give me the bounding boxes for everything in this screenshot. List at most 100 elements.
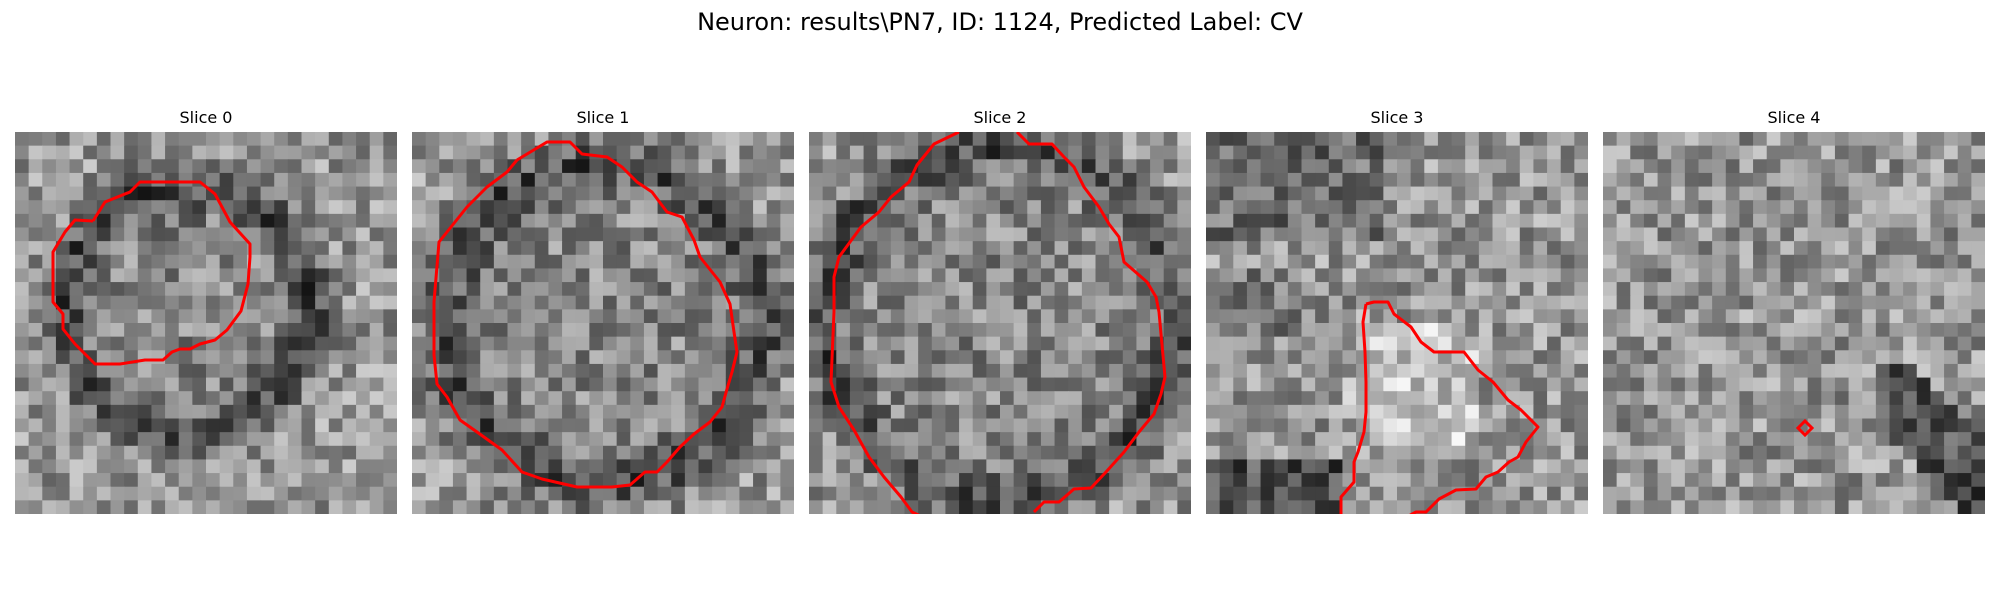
image-pixel bbox=[589, 323, 604, 338]
image-pixel bbox=[1437, 445, 1453, 461]
image-pixel bbox=[1478, 323, 1494, 338]
image-pixel bbox=[412, 459, 427, 474]
image-pixel bbox=[1040, 213, 1056, 229]
image-pixel bbox=[1397, 213, 1412, 229]
image-pixel bbox=[383, 500, 397, 514]
image-pixel bbox=[739, 227, 754, 242]
image-pixel bbox=[1603, 159, 1618, 174]
image-pixel bbox=[1177, 172, 1191, 188]
image-pixel bbox=[96, 391, 112, 406]
image-pixel bbox=[1040, 268, 1056, 283]
image-pixel bbox=[1424, 377, 1439, 392]
image-pixel bbox=[534, 459, 550, 474]
image-pixel bbox=[1753, 172, 1768, 188]
image-pixel bbox=[766, 132, 781, 147]
image-pixel bbox=[575, 363, 590, 379]
image-pixel bbox=[383, 377, 397, 392]
image-pixel bbox=[1739, 254, 1754, 270]
image-pixel bbox=[1136, 295, 1151, 310]
image-pixel bbox=[671, 336, 686, 351]
image-pixel bbox=[1150, 377, 1165, 392]
image-pixel bbox=[1903, 404, 1918, 420]
image-pixel bbox=[1574, 213, 1588, 229]
image-pixel bbox=[1753, 486, 1768, 501]
image-pixel bbox=[15, 172, 30, 188]
image-pixel bbox=[712, 473, 727, 488]
image-pixel bbox=[643, 295, 659, 310]
image-pixel bbox=[1081, 486, 1097, 501]
image-pixel bbox=[328, 159, 344, 174]
image-pixel bbox=[83, 132, 98, 147]
image-pixel bbox=[96, 404, 112, 420]
image-pixel bbox=[1603, 186, 1618, 201]
image-pixel bbox=[1013, 432, 1028, 447]
image-pixel bbox=[1684, 213, 1700, 229]
image-pixel bbox=[959, 159, 974, 174]
image-pixel bbox=[918, 445, 933, 461]
image-pixel bbox=[1903, 309, 1918, 324]
image-pixel bbox=[1930, 432, 1945, 447]
image-pixel bbox=[1616, 323, 1631, 338]
image-pixel bbox=[192, 473, 207, 488]
image-pixel bbox=[1136, 404, 1151, 420]
image-pixel bbox=[890, 323, 906, 338]
image-pixel bbox=[1862, 473, 1877, 488]
image-pixel bbox=[918, 200, 933, 215]
image-pixel bbox=[96, 459, 112, 474]
image-pixel bbox=[1219, 377, 1234, 392]
image-pixel bbox=[83, 186, 98, 201]
image-pixel bbox=[1013, 473, 1028, 488]
image-pixel bbox=[1657, 254, 1672, 270]
image-pixel bbox=[96, 309, 112, 324]
image-pixel bbox=[849, 159, 865, 174]
image-pixel bbox=[233, 377, 248, 392]
image-pixel bbox=[1739, 145, 1754, 160]
image-pixel bbox=[822, 432, 837, 447]
image-pixel bbox=[233, 418, 248, 433]
image-pixel bbox=[698, 377, 713, 392]
image-pixel bbox=[822, 418, 837, 433]
image-pixel bbox=[1437, 241, 1453, 256]
image-pixel bbox=[1356, 350, 1371, 365]
image-pixel bbox=[1122, 227, 1138, 242]
image-pixel bbox=[1301, 268, 1316, 283]
image-pixel bbox=[1287, 459, 1303, 474]
image-pixel bbox=[603, 418, 618, 433]
image-pixel bbox=[1328, 350, 1344, 365]
image-pixel bbox=[1095, 132, 1110, 147]
image-pixel bbox=[698, 213, 713, 229]
image-pixel bbox=[1684, 145, 1700, 160]
image-pixel bbox=[1013, 486, 1028, 501]
image-pixel bbox=[534, 241, 550, 256]
image-pixel bbox=[1547, 132, 1562, 147]
image-pixel bbox=[1274, 323, 1289, 338]
image-pixel bbox=[1739, 159, 1754, 174]
image-pixel bbox=[246, 404, 262, 420]
image-pixel bbox=[904, 445, 919, 461]
image-pixel bbox=[1547, 282, 1562, 297]
image-pixel bbox=[274, 200, 289, 215]
image-pixel bbox=[1465, 309, 1480, 324]
image-pixel bbox=[480, 159, 495, 174]
image-pixel bbox=[836, 500, 851, 514]
image-pixel bbox=[603, 445, 618, 461]
image-pixel bbox=[1383, 172, 1398, 188]
image-pixel bbox=[548, 159, 563, 174]
image-pixel bbox=[1957, 159, 1972, 174]
image-pixel bbox=[137, 145, 153, 160]
image-pixel bbox=[69, 445, 84, 461]
image-pixel bbox=[1766, 172, 1781, 188]
image-pixel bbox=[1465, 268, 1480, 283]
image-pixel bbox=[1465, 186, 1480, 201]
image-pixel bbox=[904, 213, 919, 229]
image-pixel bbox=[1916, 241, 1932, 256]
image-pixel bbox=[246, 159, 262, 174]
image-pixel bbox=[507, 391, 522, 406]
image-pixel bbox=[918, 241, 933, 256]
image-pixel bbox=[96, 295, 112, 310]
image-pixel bbox=[328, 459, 344, 474]
image-pixel bbox=[301, 486, 316, 501]
image-pixel bbox=[1219, 227, 1234, 242]
image-pixel bbox=[684, 473, 700, 488]
image-pixel bbox=[1451, 309, 1466, 324]
